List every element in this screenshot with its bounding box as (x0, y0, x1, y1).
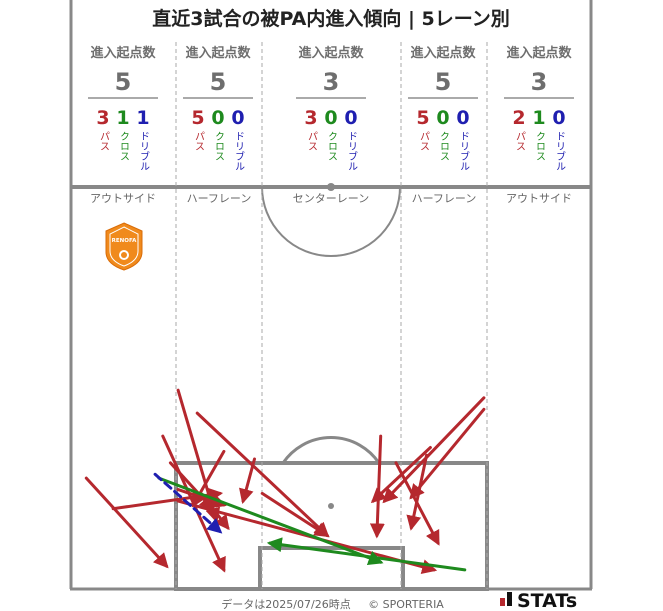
pass-arrow-3 (84, 476, 169, 569)
pass-count: 3 (304, 107, 317, 129)
footer-copyright: © SPORTERIA (368, 598, 444, 611)
team-logo-text: RENOFA (112, 238, 137, 244)
cross-label: クロス (213, 131, 224, 161)
pitch-kickoff-spot (327, 183, 335, 191)
footer-brand: STATs (517, 590, 577, 611)
cross-label: クロス (438, 131, 449, 161)
lane-dividers (175, 42, 488, 589)
pass-count: 2 (512, 107, 525, 129)
pitch-penalty-spot (328, 503, 334, 509)
pitch-goal-area (258, 546, 405, 591)
lane-stats-5: 進入起点数 3 2 1 0 パス クロス ドリブル (504, 45, 574, 171)
lane-name-4: ハーフレーン (412, 192, 477, 205)
stats-logo-icon (500, 592, 512, 606)
pass-arrow-9 (199, 491, 230, 531)
lane-name-2: ハーフレーン (187, 192, 252, 205)
pass-arrow-11 (260, 491, 330, 538)
pass-arrow-13 (369, 434, 385, 539)
lane-stats-3: 進入起点数 3 3 0 0 パス クロス ドリブル (296, 45, 366, 171)
chart-title: 直近3試合の被PA内進入傾向 | 5レーン別 (152, 7, 510, 30)
dribble-count: 0 (456, 107, 469, 129)
pitch-penalty-arc (281, 436, 381, 464)
pass-label: パス (514, 131, 526, 151)
entry-arrows (84, 388, 486, 575)
pass-label: パス (418, 131, 430, 151)
lane-total: 5 (115, 68, 132, 96)
cross-count: 1 (532, 107, 545, 129)
lane-total: 3 (531, 68, 548, 96)
lane-stats-4: 進入起点数 5 5 0 0 パス クロス ドリブル (408, 45, 478, 171)
lane-names: アウトサイド ハーフレーン センターレーン ハーフレーン アウトサイド (90, 192, 572, 205)
lane-header: 進入起点数 (90, 45, 156, 61)
dribble-count: 0 (344, 107, 357, 129)
cross-count: 1 (116, 107, 129, 129)
cross-label: クロス (118, 131, 129, 161)
lane-stats-2: 進入起点数 5 5 0 0 パス クロス ドリブル (183, 45, 253, 171)
pass-label: パス (193, 131, 205, 151)
pass-label: パス (306, 131, 318, 151)
lane-stats: 進入起点数 5 3 1 1 パス クロス ドリブル 進入起点数 5 5 0 0 … (88, 45, 574, 171)
lane-total: 5 (210, 68, 227, 96)
dribble-arrow-21 (153, 472, 223, 534)
dribble-count: 1 (136, 107, 149, 129)
lane-header: 進入起点数 (506, 45, 572, 61)
cross-label: クロス (534, 131, 545, 161)
dribble-count: 0 (552, 107, 565, 129)
pass-arrow-10 (195, 411, 330, 538)
dribble-label: ドリブル (554, 131, 566, 171)
pass-arrow-18 (409, 407, 486, 500)
footer-date: データは2025/07/26時点 (221, 597, 350, 611)
pitch (69, 0, 593, 591)
pass-arrow-7 (191, 449, 226, 508)
pass-arrow-17 (382, 396, 486, 504)
dribble-label: ドリブル (458, 131, 470, 171)
lane-total: 5 (435, 68, 452, 96)
lane-total: 3 (323, 68, 340, 96)
team-logo: RENOFA (105, 222, 143, 271)
pass-arrow-12 (238, 457, 256, 504)
dribble-label: ドリブル (138, 131, 150, 171)
lane-header: 進入起点数 (410, 45, 476, 61)
cross-count: 0 (211, 107, 224, 129)
lane-stats-1: 進入起点数 5 3 1 1 パス クロス ドリブル (88, 45, 158, 171)
lane-header: 進入起点数 (298, 45, 364, 61)
lane-name-3: センターレーン (293, 192, 369, 205)
cross-count: 0 (324, 107, 337, 129)
cross-count: 0 (436, 107, 449, 129)
dribble-label: ドリブル (233, 131, 245, 171)
lane-header: 進入起点数 (185, 45, 251, 61)
pass-count: 5 (191, 107, 204, 129)
dribble-count: 0 (231, 107, 244, 129)
pitch-center-circle (261, 186, 401, 257)
lane-name-1: アウトサイド (90, 192, 156, 205)
pass-label: パス (98, 131, 110, 151)
cross-arrow-20 (266, 537, 467, 572)
pass-count: 5 (416, 107, 429, 129)
dribble-label: ドリブル (346, 131, 358, 171)
lane-name-5: アウトサイド (506, 192, 572, 205)
pass-count: 3 (96, 107, 109, 129)
cross-label: クロス (326, 131, 337, 161)
cross-arrow-19 (157, 476, 384, 565)
